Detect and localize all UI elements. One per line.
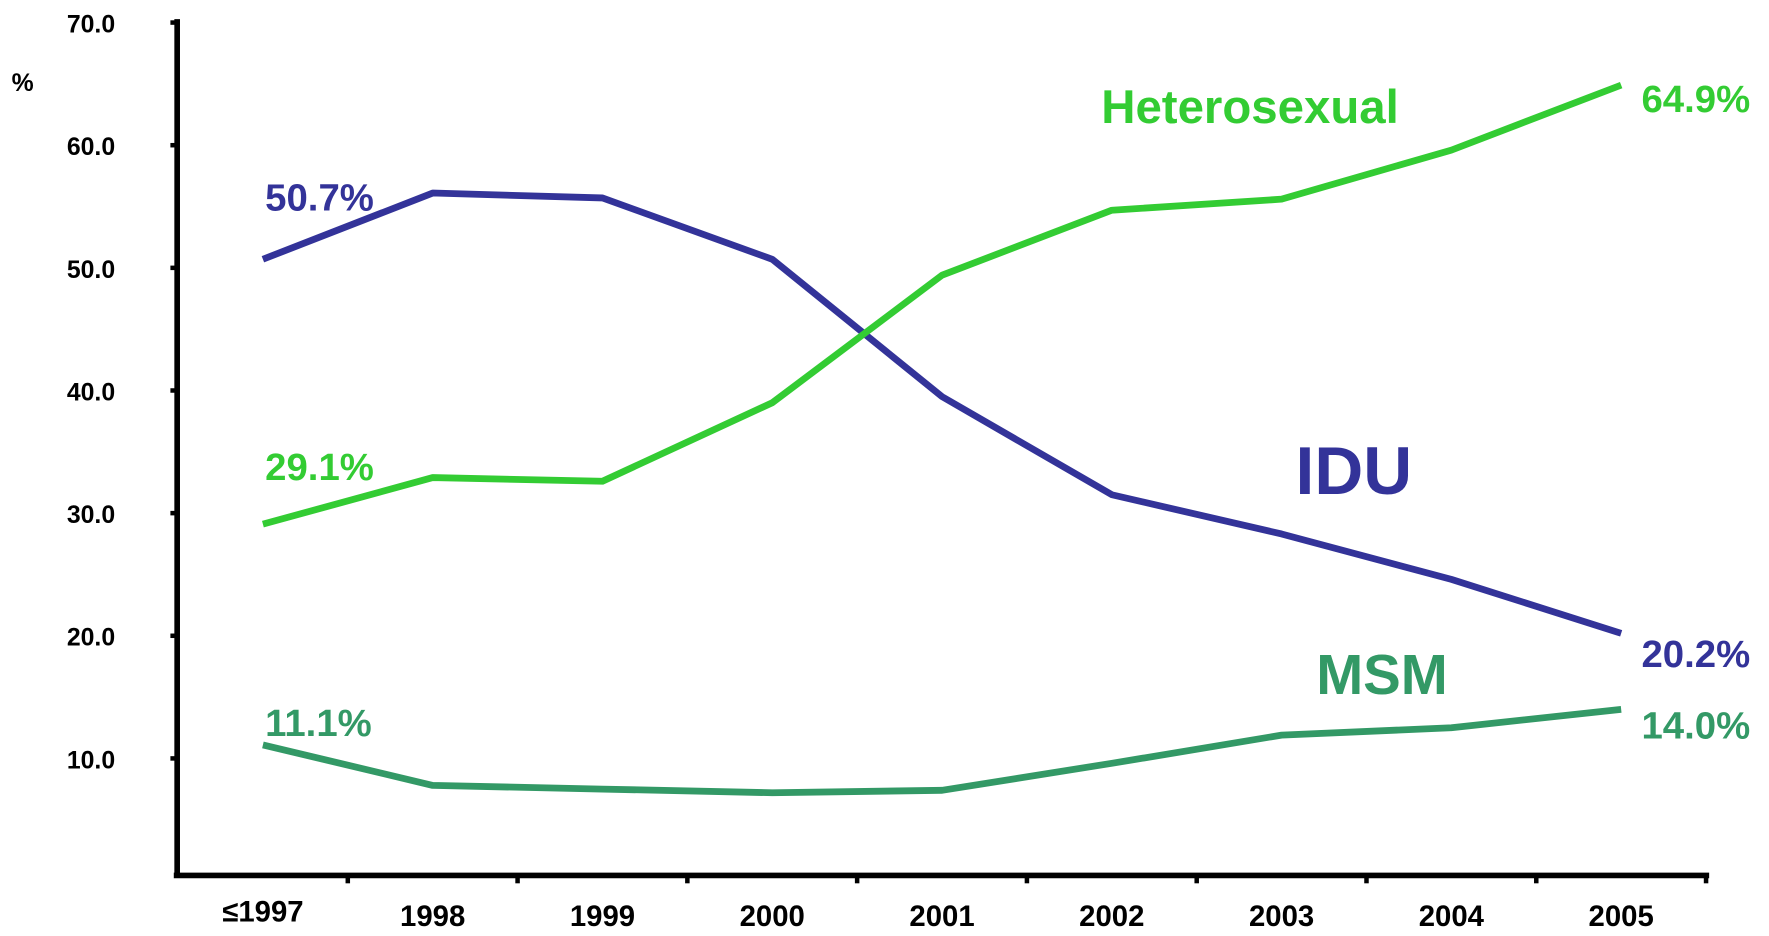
series-label: IDU	[1296, 434, 1413, 509]
x-tick-label: 1998	[400, 900, 465, 933]
y-tick-label: 60.0	[67, 134, 115, 161]
value-label: 20.2%	[1641, 633, 1750, 676]
y-tick-label: 70.0	[67, 11, 115, 38]
y-tick-label: 20.0	[67, 625, 115, 652]
series-label: Heterosexual	[1101, 81, 1399, 134]
x-tick-label: 1999	[570, 900, 635, 933]
value-label: 29.1%	[265, 446, 374, 489]
value-label: 64.9%	[1641, 78, 1750, 121]
value-label: 11.1%	[265, 702, 372, 745]
x-tick-label: 2000	[740, 900, 805, 933]
y-tick-label: 10.0	[67, 747, 115, 774]
x-tick-label: 2001	[909, 900, 974, 933]
x-tick-label: ≤1997	[222, 896, 303, 929]
x-tick-label: 2004	[1419, 900, 1485, 933]
series-line	[262, 705, 1622, 797]
x-tick-label: 2002	[1079, 900, 1144, 933]
series-label: MSM	[1316, 643, 1448, 706]
x-tick-label: 2003	[1249, 900, 1314, 933]
value-label: 50.7%	[265, 177, 374, 220]
value-label: 14.0%	[1641, 705, 1750, 748]
series-line	[262, 81, 1623, 528]
series-line	[261, 189, 1623, 637]
x-tick-label: 2005	[1589, 900, 1654, 933]
y-axis-label: %	[12, 70, 34, 97]
y-tick-label: 50.0	[67, 257, 115, 284]
y-tick-label: 30.0	[67, 502, 115, 529]
y-tick-label: 40.0	[67, 379, 115, 406]
